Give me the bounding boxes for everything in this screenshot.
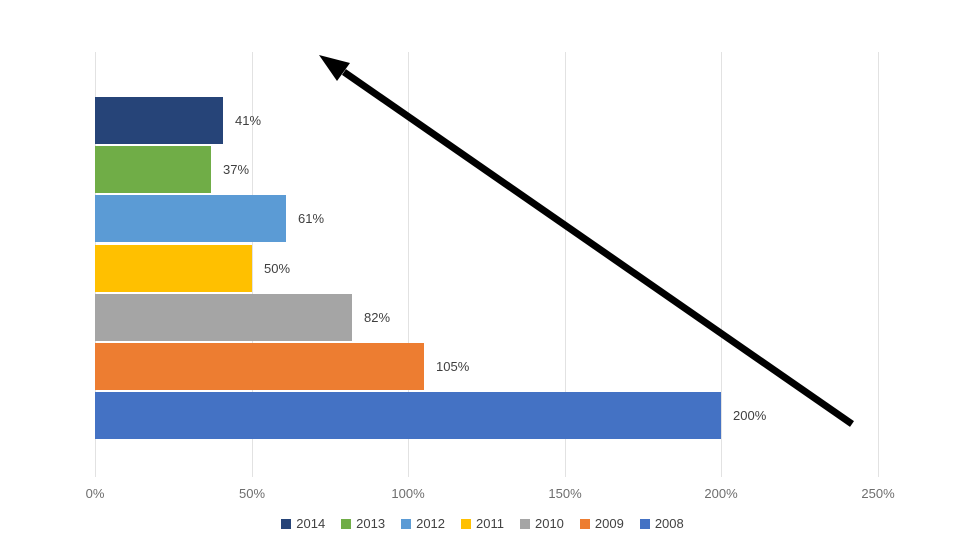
gridline-250% [878, 52, 879, 477]
x-tick-label-200%: 200% [704, 486, 738, 501]
x-tick-label-0%: 0% [85, 486, 105, 501]
legend-label: 2013 [356, 516, 386, 531]
legend-item-2012: 2012 [401, 516, 445, 531]
bar-2011 [95, 245, 252, 292]
legend-swatch-icon [461, 518, 472, 529]
trend-arrow-head-icon [319, 55, 350, 81]
bar-2012 [95, 195, 286, 242]
bar-2009 [95, 343, 424, 390]
legend-swatch-icon [281, 518, 292, 529]
legend-item-2009: 2009 [579, 516, 624, 531]
legend-swatch-icon [341, 518, 352, 529]
x-tick-label-100%: 100% [391, 486, 425, 501]
legend-item-2010: 2010 [519, 516, 564, 531]
legend: 2014 2013 2012 2011 2010 2009 2008 [0, 516, 965, 531]
legend-label: 2009 [594, 516, 624, 531]
bar-value-label-2008: 200% [733, 408, 767, 423]
bar-value-label-2012: 61% [298, 211, 325, 226]
legend-item-2008: 2008 [639, 516, 684, 531]
legend-label: 2012 [416, 516, 446, 531]
legend-item-2011: 2011 [461, 516, 504, 531]
x-tick-label-150%: 150% [548, 486, 582, 501]
legend-item-2013: 2013 [341, 516, 385, 531]
bar-2010 [95, 294, 352, 341]
bar-value-label-2014: 41% [235, 113, 262, 128]
legend-label: 2014 [296, 516, 326, 531]
bar-value-label-2009: 105% [436, 359, 470, 374]
bar-2014 [95, 97, 223, 144]
legend-swatch-icon [519, 518, 530, 529]
legend-label: 2008 [654, 516, 684, 531]
bar-2008 [95, 392, 721, 439]
bar-value-label-2010: 82% [364, 310, 391, 325]
gridline-200% [721, 52, 722, 477]
legend-swatch-icon [401, 518, 412, 529]
legend-swatch-icon [639, 518, 650, 529]
bar-value-label-2011: 50% [264, 261, 291, 276]
legend-label: 2011 [476, 516, 504, 531]
x-tick-label-250%: 250% [861, 486, 895, 501]
x-tick-label-50%: 50% [238, 486, 266, 501]
legend-swatch-icon [579, 518, 590, 529]
legend-item-2014: 2014 [281, 516, 325, 531]
bar-value-label-2013: 37% [223, 162, 250, 177]
bar-2013 [95, 146, 211, 193]
legend-label: 2010 [534, 516, 564, 531]
